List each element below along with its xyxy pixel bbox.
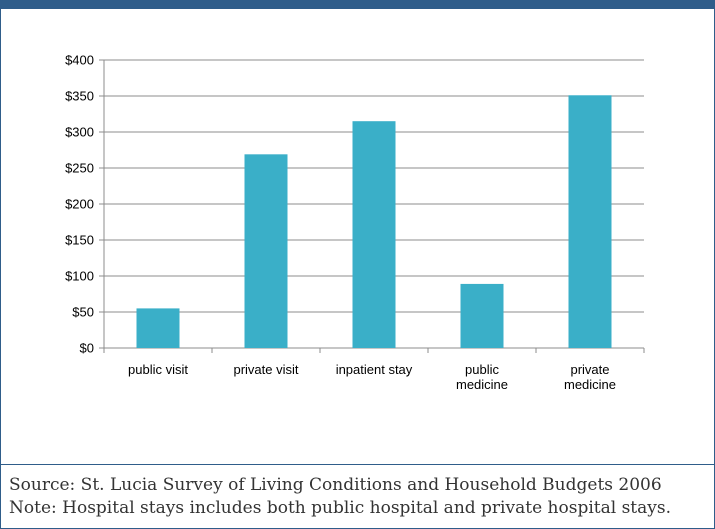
header-bar [1,1,714,9]
x-tick-label: public visit [128,362,188,377]
chart-notes: Source: St. Lucia Survey of Living Condi… [1,465,714,528]
x-tick-label: private visit [233,362,298,377]
x-tick-label-line: medicine [564,377,616,392]
x-tick-label-line: public visit [128,362,188,377]
y-tick-label: $400 [65,53,94,68]
bar [244,154,288,348]
bar [352,121,396,348]
x-tick-label-line: medicine [456,377,508,392]
x-tick-label-line: private visit [233,362,298,377]
y-tick-label: $350 [65,89,94,104]
x-tick-label-line: public [465,362,499,377]
chart-panel: $0 $50 $100 $150 $200 $250 $300 $350 $400 public … [1,9,714,465]
y-tick-label: $300 [65,125,94,140]
y-tick-label: $50 [72,305,94,320]
y-tick-label: $0 [80,341,94,356]
bar [568,95,612,348]
x-tick-label-line: private [570,362,609,377]
y-tick-label: $200 [65,197,94,212]
y-tick-label: $250 [65,161,94,176]
x-tick-label: private medicine [564,362,616,392]
x-tick-label: public medicine [456,362,508,392]
bar [136,308,180,348]
y-tick-label: $150 [65,233,94,248]
x-tick-label-line: inpatient stay [336,362,413,377]
bar-chart: $0 $50 $100 $150 $200 $250 $300 $350 $400 public … [65,53,645,392]
hospital-note: Note: Hospital stays includes both publi… [9,498,671,518]
bar [460,283,504,348]
y-tick-label: $100 [65,269,94,284]
x-tick-label: inpatient stay [336,362,413,377]
source-note: Source: St. Lucia Survey of Living Condi… [9,475,662,495]
